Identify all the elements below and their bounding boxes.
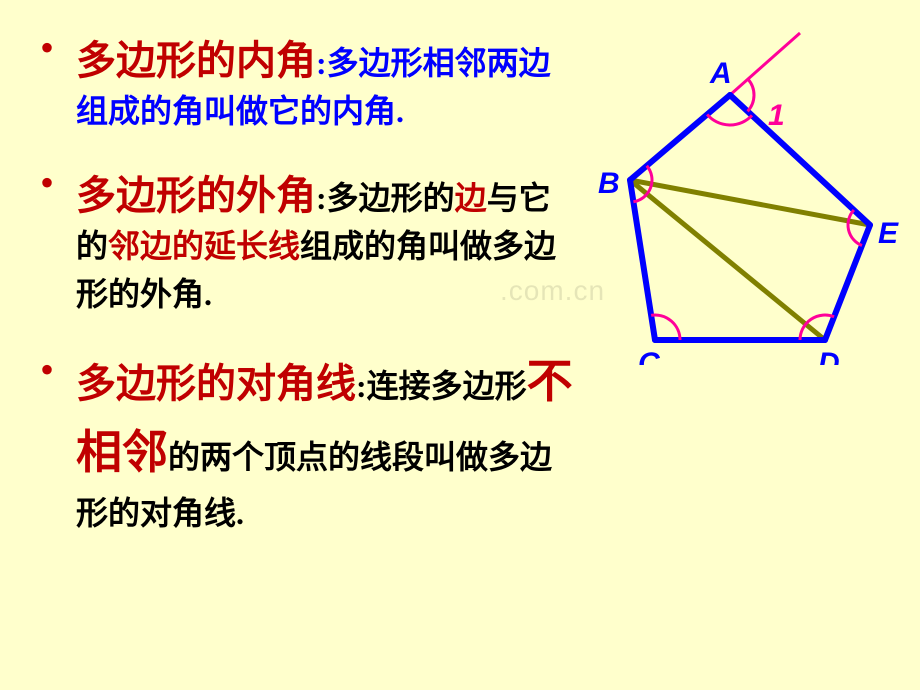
svg-text:E: E	[878, 217, 899, 250]
svg-text:D: D	[818, 347, 840, 365]
def-part: 连接多边形	[367, 368, 527, 404]
bullet-diagonal: 多边形的对角线:连接多边形不相邻的两个顶点的线段叫做多边形的对角线.	[40, 346, 580, 538]
term: 多边形的内角	[76, 38, 316, 83]
def-part-red: 边	[455, 180, 487, 216]
svg-text:B: B	[598, 167, 620, 200]
term: 多边形的外角	[76, 173, 316, 218]
term: 多边形的对角线	[76, 361, 356, 406]
def-part-red: 邻边的延长线	[108, 228, 300, 264]
colon: :	[356, 368, 367, 404]
svg-text:1: 1	[768, 99, 785, 132]
def-part: 多边形的	[327, 180, 455, 216]
bullet-exterior-angle: 多边形的外角:多边形的边与它的邻边的延长线组成的角叫做多边形的外角.	[40, 163, 580, 318]
svg-text:A: A	[709, 57, 732, 90]
colon: :	[316, 180, 327, 216]
pentagon-diagram: 1 A B C D E	[560, 25, 910, 365]
bullet-interior-angle: 多边形的内角:多边形相邻两边组成的角叫做它的内角.	[40, 28, 580, 135]
svg-text:C: C	[638, 347, 661, 365]
colon: :	[316, 45, 327, 81]
